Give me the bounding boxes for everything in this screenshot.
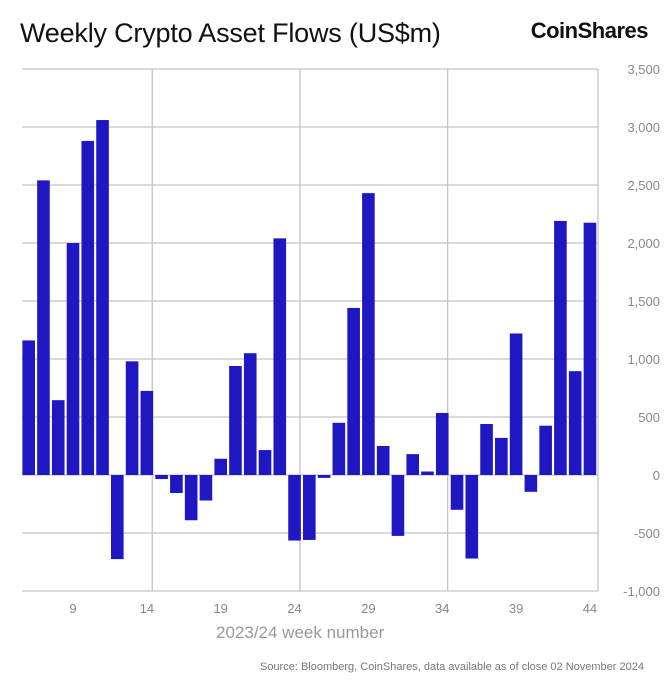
coinshares-logo: CoinShares [530, 18, 649, 43]
bar-week-16 [170, 475, 183, 493]
bar-week-35 [450, 475, 464, 510]
bar-week-34 [435, 412, 449, 475]
x-tick-label: 24 [287, 601, 301, 616]
bar-week-44 [583, 222, 597, 475]
x-tick-label: 19 [213, 601, 227, 616]
y-tick-label: -500 [634, 526, 660, 541]
bar-week-14 [140, 390, 154, 475]
bar-week-20 [229, 365, 242, 475]
bar-week-8 [51, 400, 65, 475]
x-tick-label: 9 [69, 601, 76, 616]
y-tick-label: 3,500 [627, 62, 660, 77]
bar-week-6 [22, 340, 35, 475]
bar-week-18 [199, 475, 213, 501]
y-tick-label: 500 [638, 410, 660, 425]
bar-week-27 [332, 422, 346, 475]
y-tick-label: 1,500 [627, 294, 660, 309]
bar-week-12 [111, 475, 124, 560]
bar-week-36 [465, 475, 479, 559]
bar-week-21 [243, 353, 257, 475]
bar-week-28 [347, 307, 360, 475]
bar-week-7 [37, 180, 50, 476]
bar-week-24 [288, 475, 301, 541]
x-tick-label: 44 [583, 601, 597, 616]
bar-week-32 [406, 454, 420, 475]
bar-week-39 [509, 333, 523, 475]
bar-week-11 [96, 120, 109, 475]
bar-week-43 [568, 371, 582, 475]
bar-week-31 [391, 475, 405, 536]
x-axis-label: 2023/24 week number [216, 623, 385, 642]
bar-week-41 [539, 425, 552, 475]
source-note: Source: Bloomberg, CoinShares, data avai… [259, 661, 644, 673]
x-tick-label: 39 [509, 601, 523, 616]
y-tick-label: -1,000 [623, 584, 660, 599]
x-tick-label: 29 [361, 601, 375, 616]
bar-week-22 [258, 450, 272, 475]
bar-week-30 [376, 446, 390, 475]
bar-week-19 [214, 458, 227, 475]
bar-week-9 [66, 243, 80, 475]
bar-week-17 [184, 475, 198, 521]
y-tick-label: 2,500 [627, 178, 660, 193]
x-tick-label: 34 [435, 601, 449, 616]
bar-week-37 [480, 423, 493, 475]
bar-week-10 [81, 140, 95, 476]
bar-week-29 [362, 193, 375, 475]
bar-week-40 [524, 475, 538, 492]
bar-week-38 [495, 437, 508, 475]
bar-week-25 [303, 475, 316, 540]
bar-week-13 [125, 361, 139, 475]
bar-week-42 [554, 220, 567, 475]
bar-week-15 [155, 475, 168, 480]
y-tick-label: 0 [653, 468, 660, 483]
y-tick-label: 3,000 [627, 120, 660, 135]
bar-week-23 [273, 238, 287, 475]
bar-week-33 [421, 471, 434, 475]
y-tick-label: 2,000 [627, 236, 660, 251]
y-tick-label: 1,000 [627, 352, 660, 367]
x-tick-label: 14 [140, 601, 154, 616]
chart-title: Weekly Crypto Asset Flows (US$m) [20, 18, 441, 48]
bar-week-26 [317, 475, 331, 478]
